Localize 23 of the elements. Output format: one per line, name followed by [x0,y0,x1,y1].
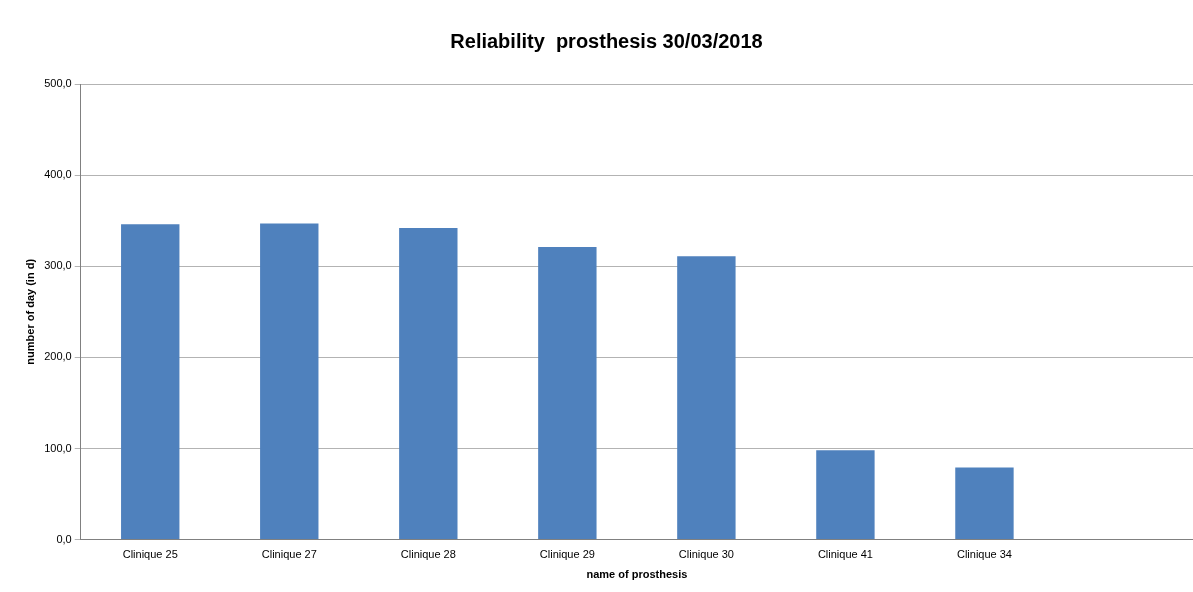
y-tick-label: 400,0 [44,168,72,181]
y-tick-label: 300,0 [44,259,72,272]
bar [538,247,597,540]
x-tick-label: Clinique 25 [122,548,178,561]
y-axis-title: number of day (in d) [23,258,36,365]
x-tick-label: Clinique 41 [817,548,873,561]
bar [399,227,458,540]
chart-title: Reliability prosthesis 30/03/2018 [450,29,763,52]
x-tick-label: Clinique 29 [539,548,595,561]
y-tick-label: 100,0 [44,441,72,454]
x-tick-label: Clinique 27 [261,548,317,561]
bar [121,224,180,540]
y-tick-label: 200,0 [44,350,72,363]
x-tick-label: Clinique 28 [400,548,456,561]
y-tick-label: 0,0 [56,532,72,545]
x-tick-label: Clinique 30 [678,548,734,561]
bar [677,256,736,540]
bar [260,223,319,540]
bar [955,467,1014,540]
x-tick-label: Clinique 34 [956,548,1012,561]
y-tick-label: 500,0 [44,77,72,90]
x-axis-title: name of prosthesis [586,568,688,581]
bar [816,450,875,540]
